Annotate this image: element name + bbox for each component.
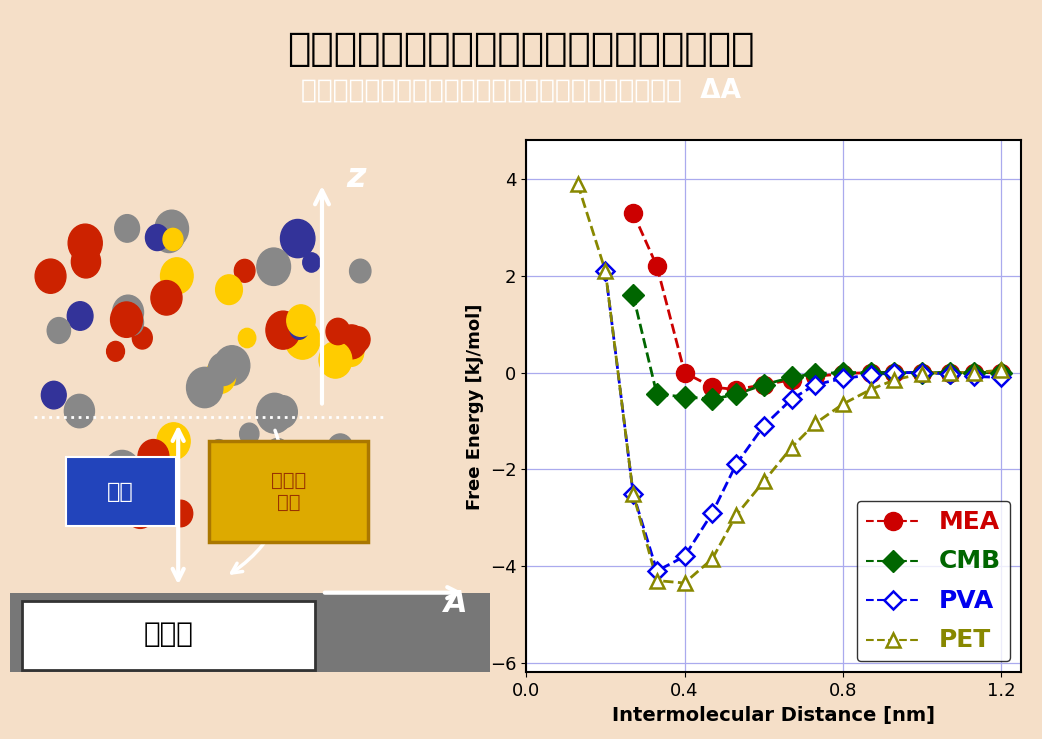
Circle shape — [68, 224, 102, 262]
Circle shape — [47, 318, 71, 344]
Circle shape — [106, 341, 124, 361]
Circle shape — [140, 478, 162, 502]
Circle shape — [143, 457, 160, 477]
Circle shape — [68, 302, 93, 330]
Circle shape — [205, 359, 235, 393]
Circle shape — [319, 341, 352, 378]
Circle shape — [256, 248, 291, 285]
Circle shape — [252, 511, 272, 534]
Circle shape — [256, 393, 293, 433]
Circle shape — [143, 474, 178, 514]
Circle shape — [303, 253, 320, 272]
Text: 膜の素材レベルからのファウリング特性評価: 膜の素材レベルからのファウリング特性評価 — [288, 30, 754, 67]
Circle shape — [153, 218, 184, 253]
Circle shape — [158, 211, 184, 240]
Circle shape — [327, 434, 353, 462]
Circle shape — [240, 423, 258, 445]
Circle shape — [266, 438, 290, 465]
Circle shape — [266, 311, 300, 349]
Text: 外力: 外力 — [107, 482, 134, 502]
Circle shape — [239, 328, 255, 347]
Legend: MEA, CMB, PVA, PET: MEA, CMB, PVA, PET — [857, 501, 1010, 661]
Circle shape — [104, 450, 141, 491]
Circle shape — [347, 327, 370, 352]
Circle shape — [160, 258, 193, 294]
Circle shape — [287, 305, 315, 336]
Circle shape — [113, 465, 139, 494]
Circle shape — [65, 395, 95, 428]
Circle shape — [280, 219, 315, 258]
Circle shape — [90, 466, 108, 486]
Circle shape — [141, 463, 171, 497]
Circle shape — [110, 302, 143, 337]
Circle shape — [265, 476, 290, 504]
FancyBboxPatch shape — [66, 457, 176, 526]
FancyBboxPatch shape — [23, 601, 315, 670]
Circle shape — [209, 440, 228, 460]
Circle shape — [132, 327, 152, 349]
Circle shape — [326, 319, 350, 344]
Circle shape — [234, 462, 253, 482]
Circle shape — [146, 225, 169, 251]
Circle shape — [163, 228, 183, 251]
Circle shape — [216, 275, 243, 304]
Circle shape — [187, 367, 223, 408]
Circle shape — [115, 214, 140, 242]
Circle shape — [157, 423, 190, 460]
Circle shape — [126, 497, 154, 528]
Circle shape — [151, 281, 182, 315]
Circle shape — [71, 245, 101, 278]
Circle shape — [120, 310, 144, 336]
Circle shape — [169, 500, 193, 527]
Circle shape — [349, 259, 371, 283]
Circle shape — [337, 325, 367, 359]
Circle shape — [113, 295, 144, 330]
Circle shape — [35, 259, 66, 293]
Circle shape — [286, 320, 320, 359]
Text: タンパク質が表面に接近する際の自由エネルギー変化  ΔA: タンパク質が表面に接近する際の自由エネルギー変化 ΔA — [301, 78, 741, 103]
Text: z: z — [346, 161, 366, 194]
Circle shape — [339, 339, 364, 367]
Circle shape — [214, 346, 250, 385]
Text: 安定点
あり: 安定点 あり — [271, 471, 306, 512]
Y-axis label: Free Energy [kJ/mol]: Free Energy [kJ/mol] — [467, 303, 485, 510]
Text: 膜表面: 膜表面 — [144, 619, 194, 647]
Circle shape — [234, 259, 255, 282]
Circle shape — [208, 353, 238, 386]
FancyBboxPatch shape — [209, 441, 368, 542]
X-axis label: Intermolecular Distance [nm]: Intermolecular Distance [nm] — [613, 706, 935, 725]
Bar — [10, 593, 490, 672]
Circle shape — [42, 381, 67, 409]
Circle shape — [138, 440, 169, 474]
Circle shape — [290, 319, 308, 339]
Circle shape — [155, 210, 189, 248]
Text: A: A — [444, 589, 468, 618]
Circle shape — [268, 395, 297, 429]
